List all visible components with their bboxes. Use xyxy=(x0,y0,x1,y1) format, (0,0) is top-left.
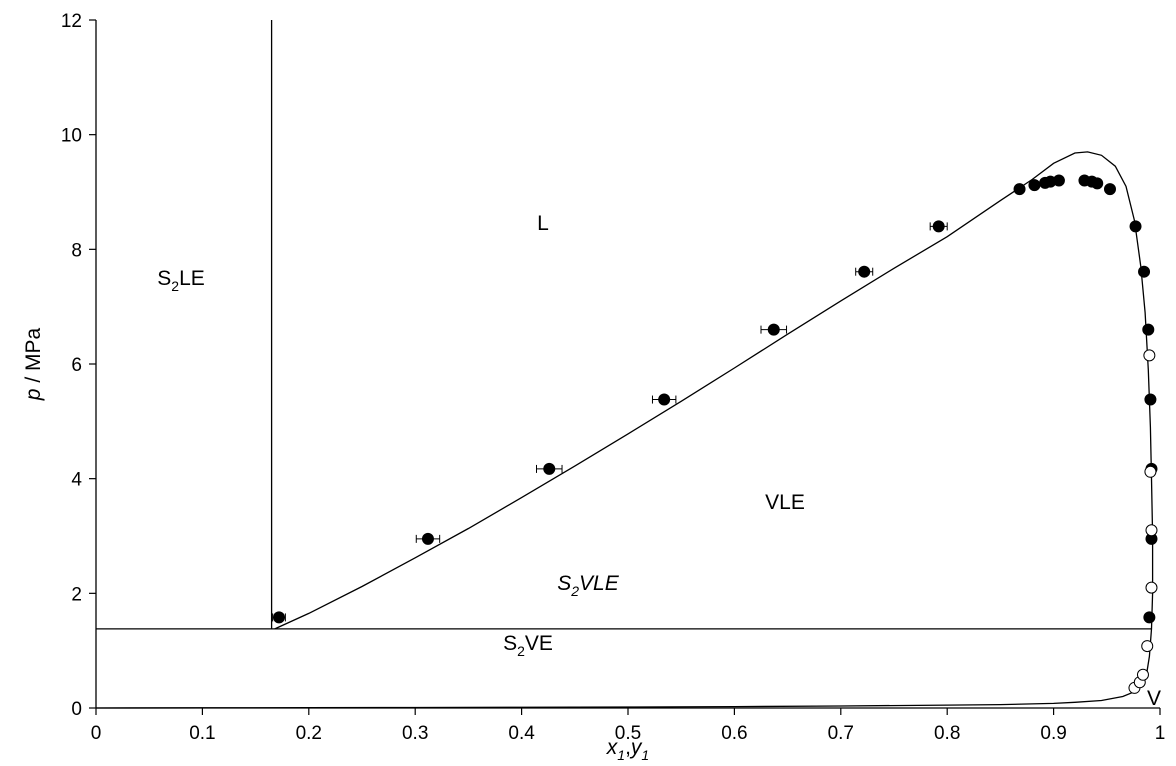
y-tick-label: 8 xyxy=(71,240,82,261)
x-tick-label: 1 xyxy=(1155,723,1166,744)
open-marker xyxy=(1136,668,1149,681)
filled-marker xyxy=(658,393,671,406)
open-marker xyxy=(1144,465,1157,478)
filled-marker xyxy=(1143,611,1156,624)
y-tick-label: 4 xyxy=(71,470,82,491)
x-tick-label: 0.6 xyxy=(721,723,747,744)
region-label-vle: VLE xyxy=(765,491,805,514)
y-ticks: 0 2 4 6 8 10 12 xyxy=(61,11,96,720)
region-labels: L VLE V S2LE S2VE S2VLE xyxy=(157,212,1161,710)
x-tick-label: 0.8 xyxy=(934,723,960,744)
x-tick-label: 0 xyxy=(91,723,102,744)
x-axis-title: x1,y1 xyxy=(606,736,649,763)
data-markers xyxy=(272,174,1158,694)
filled-marker xyxy=(1013,183,1026,196)
phase-boundary-lines xyxy=(95,20,1154,709)
open-marker xyxy=(1145,524,1158,537)
x-tick-label: 0.2 xyxy=(296,723,322,744)
region-label-v: V xyxy=(1147,687,1161,710)
filled-marker xyxy=(767,323,780,336)
filled-marker xyxy=(1138,265,1151,278)
x-tick-label: 0.1 xyxy=(189,723,215,744)
open-marker xyxy=(1141,640,1154,653)
filled-marker xyxy=(1091,177,1104,190)
x-tick-label: 0.9 xyxy=(1040,723,1066,744)
x-tick-label: 0.5 xyxy=(615,723,641,744)
filled-marker xyxy=(1144,393,1157,406)
y-tick-label: 2 xyxy=(71,584,82,605)
filled-marker xyxy=(858,265,871,278)
y-tick-label: 6 xyxy=(71,355,82,376)
axes xyxy=(95,20,1160,709)
region-label-s2ve: S2VE xyxy=(503,632,553,659)
filled-marker xyxy=(421,532,434,545)
open-marker xyxy=(1143,349,1156,362)
filled-marker xyxy=(1103,183,1116,196)
y-axis-title: p / MPa xyxy=(22,327,45,401)
y-tick-label: 12 xyxy=(61,11,82,32)
x-ticks: 0 0.1 0.2 0.3 0.4 0.5 0.6 0.7 0.8 0.9 1 xyxy=(91,708,1166,744)
y-tick-label: 0 xyxy=(71,699,82,720)
y-tick-label: 10 xyxy=(61,126,82,147)
x-tick-label: 0.7 xyxy=(828,723,854,744)
filled-marker xyxy=(273,611,286,624)
filled-marker xyxy=(1142,323,1155,336)
filled-marker xyxy=(932,220,945,233)
x-tick-label: 0.4 xyxy=(508,723,535,744)
filled-marker xyxy=(1129,220,1142,233)
region-label-l: L xyxy=(537,212,549,235)
region-label-s2le: S2LE xyxy=(157,267,205,294)
open-marker xyxy=(1145,581,1158,594)
filled-marker xyxy=(1028,179,1041,192)
region-label-s2vle: S2VLE xyxy=(557,572,619,599)
filled-marker xyxy=(1052,174,1065,187)
filled-marker xyxy=(543,462,556,475)
x-tick-label: 0.3 xyxy=(402,723,428,744)
vle-envelope-curve xyxy=(95,151,1154,709)
